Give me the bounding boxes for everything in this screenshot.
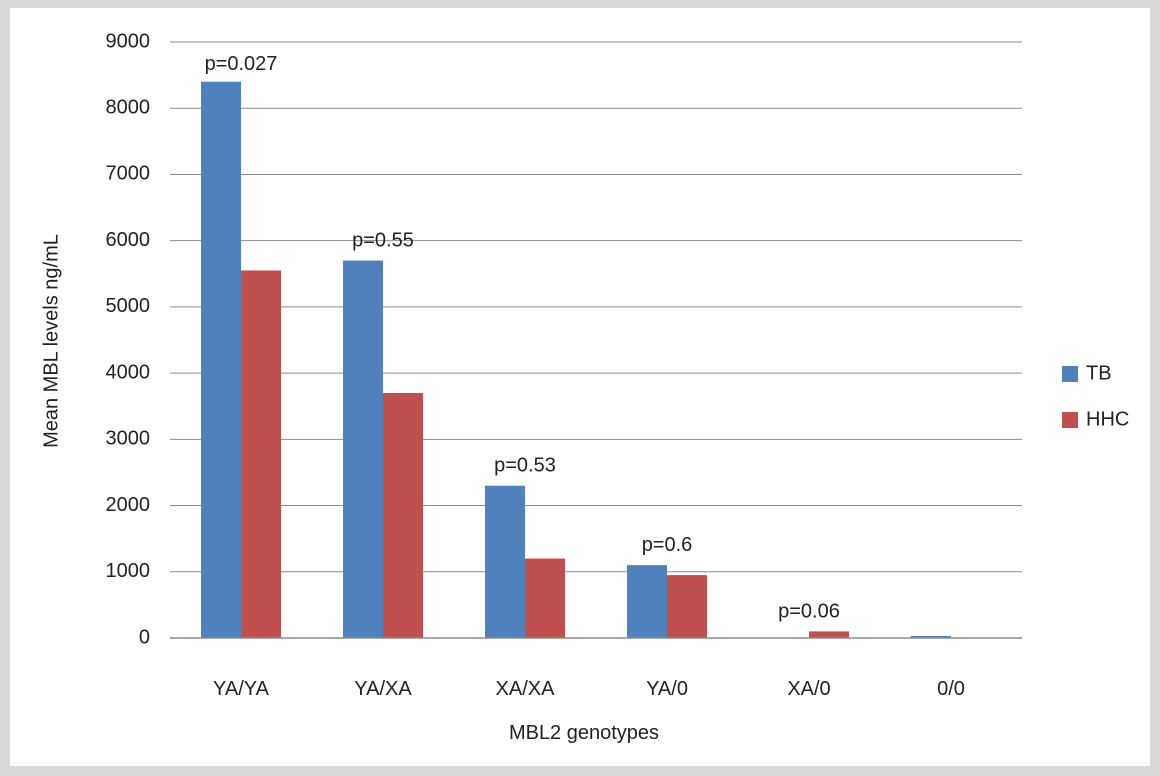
bar-tb-ya-xa xyxy=(343,260,383,638)
bar-hhc-ya-xa xyxy=(383,392,423,638)
bar-hhc-xa-xa xyxy=(525,558,565,638)
legend: TB HHC xyxy=(1062,362,1129,430)
p-value-label: p=0.53 xyxy=(494,455,556,477)
x-category-label: 0/0 xyxy=(937,678,965,700)
bar-hhc-ya-ya xyxy=(241,270,281,638)
bar-hhc-xa-0 xyxy=(809,631,849,638)
x-axis-title: MBL2 genotypes xyxy=(509,722,659,744)
y-tick-label: 3000 xyxy=(106,428,151,450)
y-tick-label: 0 xyxy=(139,626,150,648)
x-category-label: XA/0 xyxy=(787,678,830,700)
bar-tb-0-0 xyxy=(911,636,951,638)
bar-tb-ya-0 xyxy=(627,565,667,638)
p-value-label: p=0.6 xyxy=(642,534,693,556)
x-category-label: YA/0 xyxy=(646,678,688,700)
p-value-label: p=0.027 xyxy=(205,53,278,75)
y-tick-label: 5000 xyxy=(106,295,151,317)
y-tick-label: 7000 xyxy=(106,163,151,185)
y-tick-label: 9000 xyxy=(106,30,151,52)
legend-swatch-hhc xyxy=(1062,412,1078,428)
y-tick-label: 8000 xyxy=(106,97,151,119)
bars xyxy=(201,81,951,638)
y-tick-label: 4000 xyxy=(106,361,151,383)
x-category-label: YA/XA xyxy=(354,678,412,700)
x-category-label: XA/XA xyxy=(496,678,556,700)
legend-label-tb: TB xyxy=(1086,362,1112,384)
y-axis-title: Mean MBL levels ng/mL xyxy=(40,234,62,448)
p-value-label: p=0.06 xyxy=(778,600,840,622)
y-tick-label: 2000 xyxy=(106,494,151,516)
x-axis-categories: YA/YA YA/XA XA/XA YA/0 XA/0 0/0 xyxy=(213,678,965,700)
legend-label-hhc: HHC xyxy=(1086,408,1129,430)
legend-swatch-tb xyxy=(1062,366,1078,382)
x-category-label: YA/YA xyxy=(213,678,270,700)
y-tick-label: 1000 xyxy=(106,560,151,582)
p-value-annotations: p=0.027 p=0.55 p=0.53 p=0.6 p=0.06 xyxy=(205,53,840,622)
bar-tb-ya-ya xyxy=(201,81,241,638)
bar-tb-xa-xa xyxy=(485,485,525,638)
y-axis-ticks: 0 1000 2000 3000 4000 5000 6000 7000 8000 9000 xyxy=(106,30,151,648)
gridlines xyxy=(170,41,1022,573)
p-value-label: p=0.55 xyxy=(352,230,414,252)
y-tick-label: 6000 xyxy=(106,229,151,251)
bar-hhc-ya-0 xyxy=(667,575,707,638)
